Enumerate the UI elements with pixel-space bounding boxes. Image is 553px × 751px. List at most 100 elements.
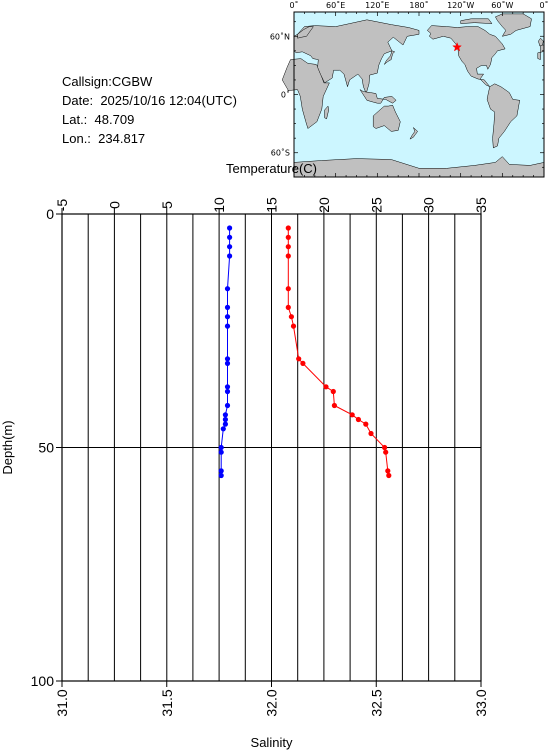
callsign-line: Callsign:CGBW (62, 72, 237, 91)
temperature-point (285, 304, 291, 310)
temperature-point (285, 244, 291, 250)
temperature-point (323, 384, 329, 390)
temperature-tick-label: 30 (421, 197, 437, 213)
map-left-tick-label: 60˚S (271, 148, 290, 158)
lon-line: Lon.: 234.817 (62, 129, 237, 148)
temperature-tick-label: 15 (264, 197, 280, 213)
temperature-point (382, 444, 388, 451)
temperature-point (285, 234, 291, 240)
salinity-tick-label: 31.5 (159, 689, 175, 716)
map-top-tick-label: 120˚W (447, 0, 474, 10)
map-top-tick-label: 120˚E (365, 0, 389, 10)
salinity-point (227, 253, 233, 259)
salinity-point (220, 426, 226, 432)
date-label: Date: (62, 93, 94, 108)
map-left-tick-label: 60˚N (270, 31, 290, 41)
salinity-point (227, 244, 233, 250)
map-left-tick-label: 0˚ (281, 90, 290, 100)
land-indonesia (359, 89, 397, 104)
temperature-tick-label: 5 (159, 201, 175, 209)
salinity-point (222, 416, 228, 423)
callsign-value: CGBW (111, 74, 153, 89)
land-madagascar (324, 105, 329, 120)
temperature-point (330, 388, 336, 395)
temperature-tick-label: 10 (211, 197, 227, 213)
temperature-point (349, 412, 355, 418)
salinity-point (218, 468, 224, 474)
temperature-point (363, 421, 369, 427)
land-new-zealand (409, 127, 418, 140)
salinity-point (218, 444, 224, 451)
salinity-profile-line (220, 228, 231, 476)
land-uk (538, 37, 544, 47)
temperature-point (288, 314, 294, 320)
temperature-profile-line (287, 228, 390, 476)
lat-line: Lat.: 48.709 (62, 110, 237, 129)
land-south-america (486, 83, 520, 149)
salinity-point (222, 412, 228, 418)
temperature-point (296, 356, 302, 362)
map-top-tick-label: 0˚ (289, 0, 298, 10)
salinity-point (224, 356, 231, 362)
station-info: Callsign:CGBW Date: 2025/10/16 12:04(UTC… (62, 72, 237, 148)
temperature-tick-label: 20 (316, 197, 332, 213)
temperature-point (386, 472, 392, 479)
salinity-point (218, 472, 224, 479)
world-map: 0˚ 60˚E 120˚E 180˚ 120˚W 60˚W 0˚ 60˚N 0˚ 60˚S (270, 0, 549, 178)
salinity-point (222, 421, 228, 427)
salinity-point (224, 384, 231, 390)
salinity-point (224, 314, 231, 320)
map-top-tick-label: 60˚E (326, 0, 345, 10)
depth-tick-label: 0 (46, 206, 54, 222)
salinity-point (224, 388, 231, 395)
land-japan (384, 50, 396, 65)
land-australia (372, 104, 401, 132)
lat-value: 48.709 (94, 112, 135, 127)
salinity-point (227, 225, 233, 231)
salinity-tick-label: 31.0 (54, 689, 70, 716)
temperature-point (285, 286, 291, 292)
map-top-tick-label: 180˚ (409, 0, 428, 10)
salinity-tick-label: 32.5 (368, 689, 384, 716)
temperature-point (300, 360, 306, 366)
lon-value: 234.817 (98, 131, 146, 146)
salinity-point (224, 323, 231, 329)
temperature-point (331, 402, 337, 409)
lon-label: Lon.: (62, 131, 91, 146)
map-top-tick-label: 60˚W (491, 0, 513, 10)
callsign-label: Callsign: (62, 74, 112, 89)
depth-axis-label: Depth(m) (0, 420, 15, 474)
salinity-point (224, 286, 231, 292)
temperature-tick-label: 0 (106, 201, 122, 209)
temperature-tick-label: 35 (473, 197, 489, 213)
lat-label: Lat.: (62, 112, 88, 127)
temperature-point (285, 225, 291, 231)
temperature-point (385, 468, 391, 474)
salinity-point (224, 360, 231, 366)
land-scandinavia (297, 26, 314, 39)
temperature-axis-label: Temperature(C) (226, 161, 317, 176)
temperature-point (285, 253, 291, 259)
temperature-point (383, 449, 389, 455)
date-value: 2025/10/16 12:04(UTC) (100, 93, 237, 108)
salinity-axis-label: Salinity (251, 735, 293, 750)
salinity-tick-label: 33.0 (473, 689, 489, 716)
land-canada-arctic (460, 18, 493, 24)
station-marker-icon (452, 41, 462, 52)
salinity-point (224, 402, 231, 409)
temperature-point (290, 323, 297, 329)
temperature-tick-label: 25 (368, 197, 384, 213)
temperature-point (355, 416, 361, 423)
depth-tick-label: 100 (31, 673, 55, 689)
land-eurasia (293, 19, 420, 95)
date-line: Date: 2025/10/16 12:04(UTC) (62, 91, 237, 110)
salinity-tick-label: 32.0 (264, 689, 280, 716)
map-top-tick-label: 0˚ (539, 0, 548, 10)
salinity-point (224, 304, 231, 310)
salinity-point (227, 234, 233, 240)
depth-tick-label: 50 (38, 440, 54, 456)
temperature-tick-label: -5 (54, 199, 70, 212)
temperature-point (368, 430, 374, 437)
salinity-point (218, 449, 224, 455)
